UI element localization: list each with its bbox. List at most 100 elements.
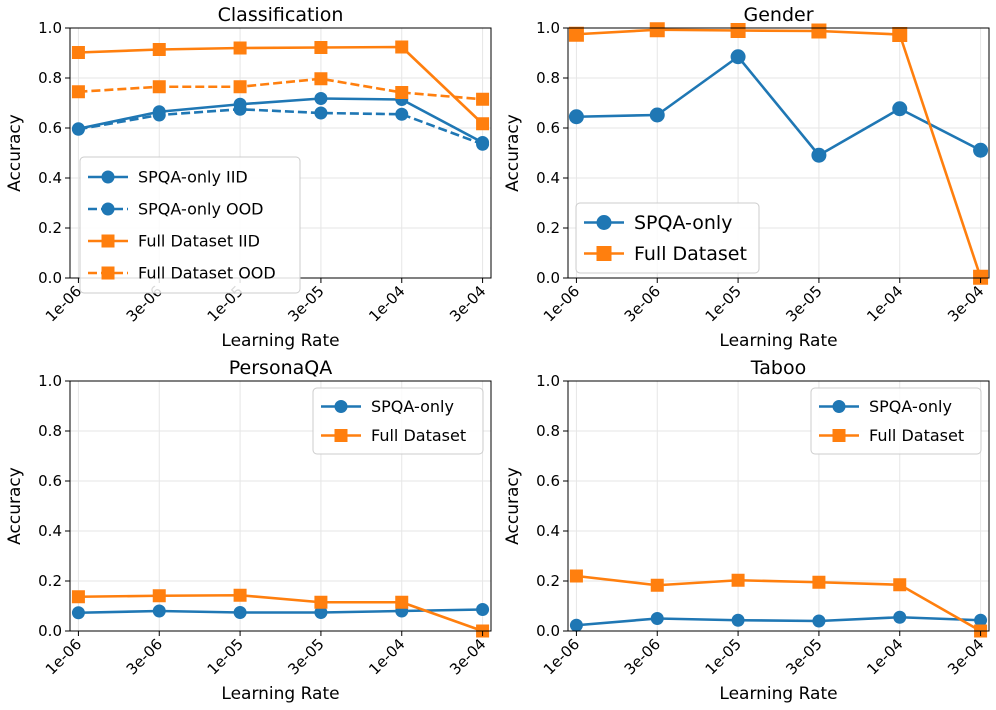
x-tick-label: 1e-05 <box>702 635 745 678</box>
y-tick-label: 0.4 <box>536 169 560 187</box>
y-tick-label: 0.2 <box>38 219 62 237</box>
legend-marker <box>101 202 115 216</box>
data-point <box>974 613 988 627</box>
data-point <box>892 27 908 42</box>
data-point <box>476 137 490 151</box>
legend: SPQA-only IID SPQA-only OOD Full Dataset I… <box>79 156 301 294</box>
legend-label: SPQA-only IID <box>138 168 248 187</box>
y-tick-label: 0.6 <box>536 119 560 137</box>
data-point <box>152 80 166 94</box>
data-point <box>731 613 745 627</box>
data-point <box>71 606 85 620</box>
data-point <box>233 41 247 55</box>
y-tick-label: 0.4 <box>38 169 62 187</box>
data-point <box>650 612 664 625</box>
x-tick-label: 1e-04 <box>863 635 906 678</box>
chart-panel-1: 0.00.20.40.60.81.01e-06 3e-06 1e-05 3e-05 1e… <box>5 4 492 351</box>
x-tick-label: 1e-06 <box>42 635 85 678</box>
data-point <box>152 43 166 56</box>
x-axis-label: Learning Rate <box>221 684 339 704</box>
data-point <box>314 41 328 54</box>
y-axis-label: Accuracy <box>5 114 25 192</box>
legend-marker <box>334 400 348 413</box>
y-tick-label: 0.4 <box>38 522 62 540</box>
data-point <box>152 108 166 122</box>
x-tick-label: 3e-04 <box>446 635 489 678</box>
legend: SPQA-only Full Dataset <box>810 387 982 455</box>
legend-box <box>79 156 301 294</box>
x-tick-label: 1e-04 <box>365 282 408 325</box>
data-point <box>973 142 989 158</box>
data-point <box>812 614 826 628</box>
x-tick-label: 3e-06 <box>621 635 664 678</box>
legend-box <box>575 202 760 274</box>
data-point <box>233 606 247 619</box>
data-point <box>569 618 583 632</box>
y-axis-label: Accuracy <box>503 114 523 192</box>
data-point <box>71 590 85 604</box>
series-line-4 <box>78 77 483 101</box>
data-point <box>314 106 328 120</box>
plot-frame <box>69 380 492 632</box>
data-point <box>730 23 746 38</box>
y-tick-label: 0.2 <box>38 572 62 590</box>
series-line-1 <box>78 97 484 144</box>
series-line-2 <box>576 574 982 633</box>
chart-title: Taboo <box>750 357 806 379</box>
y-tick-label: 0.2 <box>536 572 560 590</box>
x-tick-label: 3e-05 <box>782 635 825 678</box>
legend-label: Full Dataset IID <box>138 232 260 251</box>
data-point <box>395 86 409 99</box>
series-line-1 <box>576 55 982 157</box>
legend-marker <box>832 429 846 442</box>
y-axis-label: Accuracy <box>5 467 25 545</box>
x-tick-label: 1e-06 <box>540 635 583 678</box>
y-axis-label: Accuracy <box>503 467 523 545</box>
data-point <box>71 85 85 99</box>
x-axis-label: Learning Rate <box>719 331 837 351</box>
data-point <box>730 49 746 65</box>
data-point <box>811 23 827 39</box>
legend-label: Full Dataset <box>634 243 747 265</box>
data-point <box>649 22 665 38</box>
legend-label: SPQA-only <box>371 397 454 416</box>
y-tick-label: 0.0 <box>38 622 62 640</box>
data-point <box>893 610 907 624</box>
x-tick-label: 1e-04 <box>863 282 906 325</box>
legend-marker <box>334 429 348 442</box>
x-tick-label: 3e-04 <box>944 282 987 325</box>
plot-frame <box>567 380 990 632</box>
y-tick-label: 0.8 <box>536 69 560 87</box>
data-point <box>233 80 247 94</box>
legend-marker <box>101 170 115 184</box>
y-tick-label: 0.8 <box>38 422 62 440</box>
data-point <box>568 109 584 125</box>
series-line-3 <box>78 45 484 125</box>
data-point <box>650 578 664 592</box>
chart-panel-4: 0.0 0.2 0.4 0.6 0.8 1.0 1e-06 3e-06 1e-05 3e-05 1e… <box>503 357 990 704</box>
legend-label: SPQA-only <box>634 212 732 234</box>
y-tick-label: 0.6 <box>38 472 62 490</box>
legend-label: Full Dataset <box>869 426 964 445</box>
data-point <box>973 269 989 285</box>
chart-panel-2: 0.0 0.2 0.4 0.6 0.8 1.0 1e-06 3e-06 1e-05 3e-05 1e… <box>503 4 990 351</box>
x-tick-label: 1e-06 <box>42 282 85 325</box>
legend-marker <box>101 234 115 248</box>
data-point <box>395 107 409 121</box>
data-point <box>71 122 85 136</box>
series-line-1 <box>576 615 981 627</box>
data-point <box>71 46 85 59</box>
data-point <box>476 117 490 131</box>
x-tick-label: 3e-05 <box>284 635 327 678</box>
legend: SPQA-only Full Dataset <box>312 387 484 455</box>
data-point <box>476 92 490 106</box>
legend-label: Full Dataset <box>371 426 466 445</box>
x-tick-label: 1e-06 <box>540 282 583 325</box>
y-tick-label: 0.0 <box>536 622 560 640</box>
data-point <box>152 589 166 603</box>
legend: SPQA-only Full Dataset <box>575 202 760 274</box>
legend-label: SPQA-only <box>869 397 952 416</box>
legend-marker <box>596 215 612 230</box>
legend-label: Full Dataset OOD <box>138 264 276 283</box>
y-tick-label: 0.2 <box>536 219 560 237</box>
